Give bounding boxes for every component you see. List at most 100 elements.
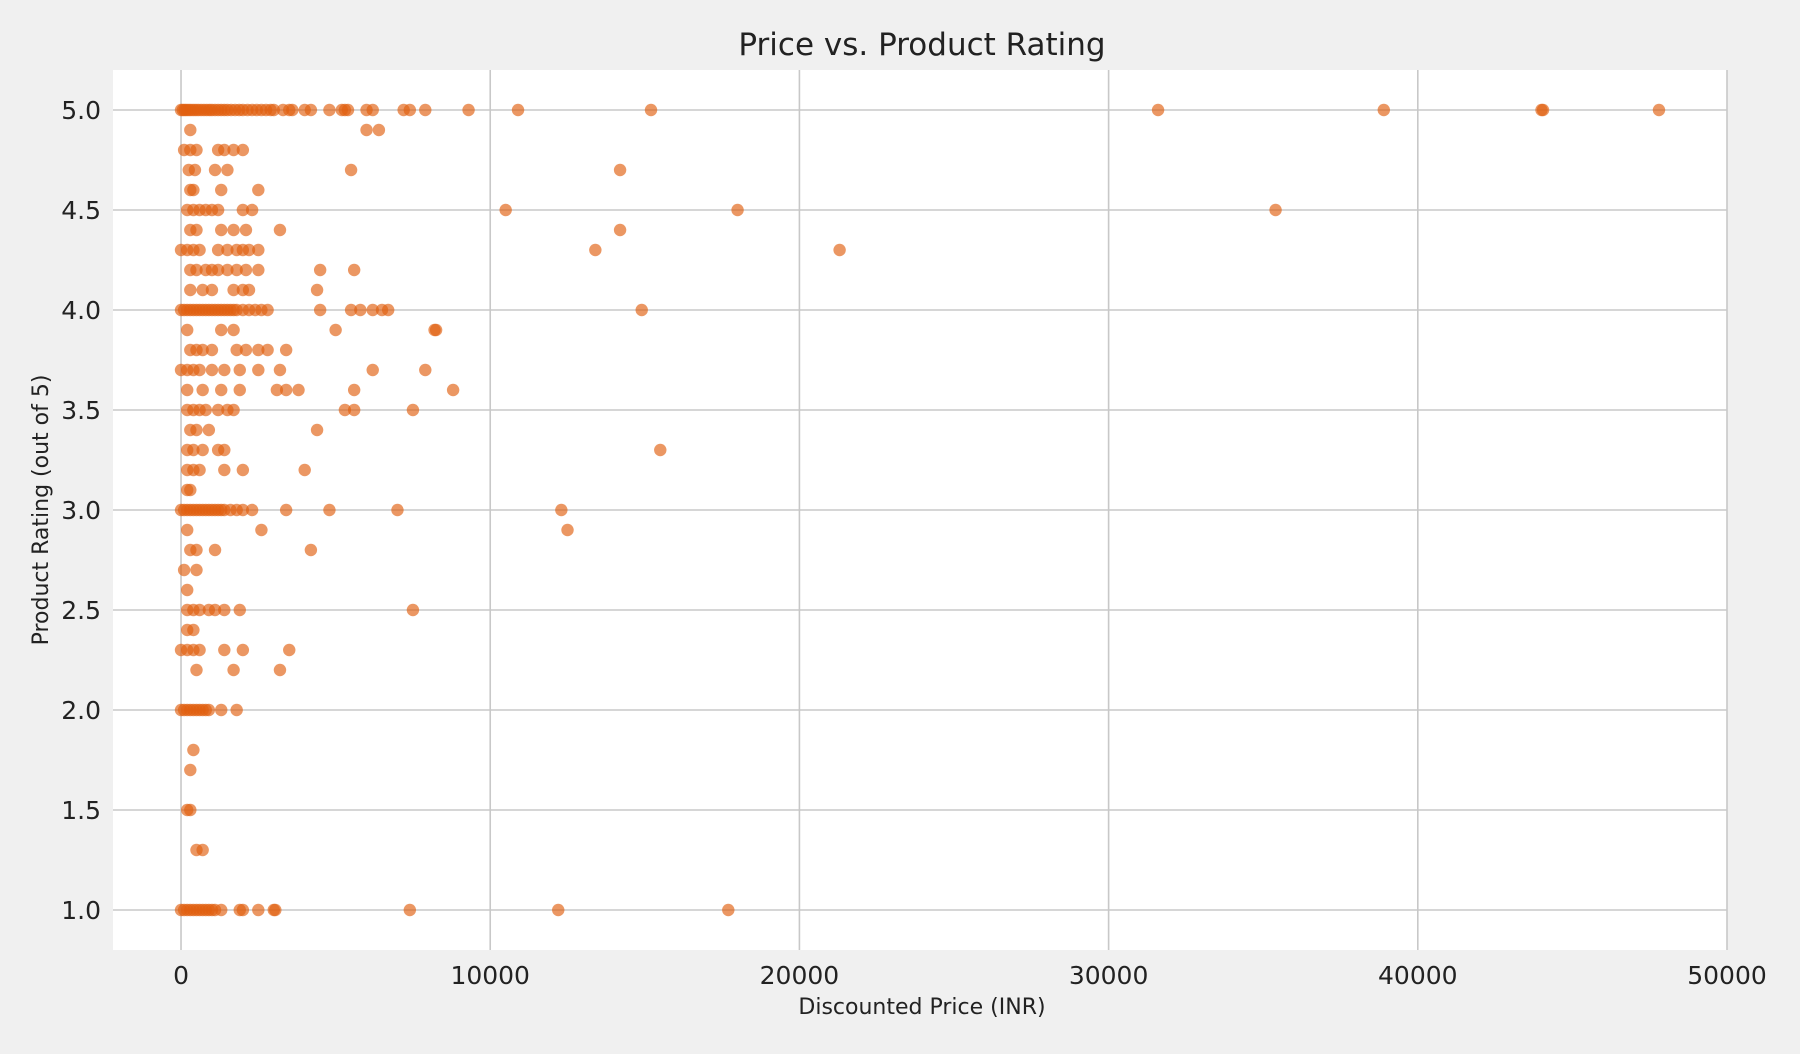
data-point: [341, 103, 355, 117]
data-point: [196, 383, 209, 397]
x-axis-label: Discounted Price (INR): [798, 995, 1045, 1020]
data-point: [252, 903, 265, 917]
data-point: [279, 503, 293, 517]
y-axis-label: Product Rating (out of 5): [29, 375, 54, 646]
data-point: [354, 303, 367, 317]
data-point: [188, 163, 202, 177]
data-point: [1652, 103, 1666, 117]
data-point: [347, 263, 361, 277]
data-point: [731, 203, 744, 217]
data-point: [190, 663, 203, 677]
data-point: [205, 363, 219, 377]
data-point: [193, 243, 206, 257]
data-point: [181, 323, 194, 337]
data-point: [236, 143, 250, 157]
data-point: [242, 283, 256, 297]
data-point: [227, 223, 240, 237]
data-point: [227, 323, 240, 337]
data-point: [208, 543, 222, 557]
data-point: [227, 283, 240, 297]
data-point: [344, 303, 358, 317]
data-point: [205, 283, 219, 297]
data-point: [406, 603, 420, 617]
data-point: [255, 523, 268, 537]
data-point: [236, 643, 250, 657]
y-tick-labels: 1.0 1.5 2.0 2.5 3.0 3.5 4.0 4.5 5.0: [61, 96, 101, 925]
data-point: [561, 523, 574, 537]
data-point: [215, 183, 228, 197]
data-point: [218, 443, 231, 457]
data-points: [174, 103, 1666, 917]
data-point: [403, 103, 417, 117]
data-point: [187, 623, 200, 637]
data-point: [833, 243, 846, 257]
data-point: [230, 703, 243, 717]
data-point: [227, 403, 240, 417]
chart-title: Price vs. Product Rating: [738, 27, 1105, 63]
data-point: [202, 703, 216, 717]
y-tick-label: 4.5: [61, 196, 101, 225]
data-point: [273, 363, 287, 377]
data-point: [1536, 103, 1550, 117]
data-point: [227, 143, 240, 157]
data-point: [344, 163, 358, 177]
data-point: [269, 903, 282, 917]
data-point: [239, 263, 253, 277]
data-point: [190, 563, 203, 577]
data-point: [227, 663, 240, 677]
data-point: [230, 343, 243, 357]
data-point: [193, 643, 206, 657]
data-point: [190, 223, 203, 237]
data-point: [196, 443, 209, 457]
data-point: [329, 323, 342, 337]
data-point: [190, 263, 203, 277]
data-point: [589, 243, 602, 257]
data-point: [218, 143, 231, 157]
data-point: [215, 383, 228, 397]
y-tick-label: 1.0: [61, 896, 101, 925]
data-point: [252, 363, 265, 377]
data-point: [372, 123, 386, 137]
data-point: [323, 103, 336, 117]
data-point: [429, 323, 443, 337]
data-point: [190, 143, 203, 157]
data-point: [218, 463, 231, 477]
data-point: [245, 203, 259, 217]
data-point: [283, 643, 296, 657]
data-point: [499, 203, 512, 217]
data-point: [218, 643, 231, 657]
data-point: [270, 383, 284, 397]
data-point: [218, 603, 231, 617]
data-point: [252, 263, 265, 277]
data-point: [239, 223, 253, 237]
data-point: [391, 503, 404, 517]
data-point: [446, 383, 460, 397]
data-point: [613, 163, 627, 177]
data-point: [252, 243, 265, 257]
data-point: [1377, 103, 1390, 117]
data-point: [211, 243, 225, 257]
data-point: [555, 503, 568, 517]
data-point: [1269, 203, 1282, 217]
data-point: [211, 203, 225, 217]
data-point: [221, 243, 234, 257]
data-point: [181, 383, 194, 397]
data-point: [239, 343, 253, 357]
data-point: [252, 343, 265, 357]
x-tick-label: 40000: [1378, 961, 1458, 990]
y-tick-label: 2.5: [61, 596, 101, 625]
data-point: [419, 103, 432, 117]
y-tick-label: 1.5: [61, 796, 101, 825]
data-point: [215, 903, 228, 917]
data-point: [187, 443, 200, 457]
x-tick-label: 20000: [760, 961, 840, 990]
data-point: [193, 603, 206, 617]
data-point: [202, 423, 216, 437]
data-point: [644, 103, 658, 117]
data-point: [292, 383, 305, 397]
data-point: [406, 403, 420, 417]
data-point: [221, 263, 234, 277]
data-point: [233, 383, 246, 397]
